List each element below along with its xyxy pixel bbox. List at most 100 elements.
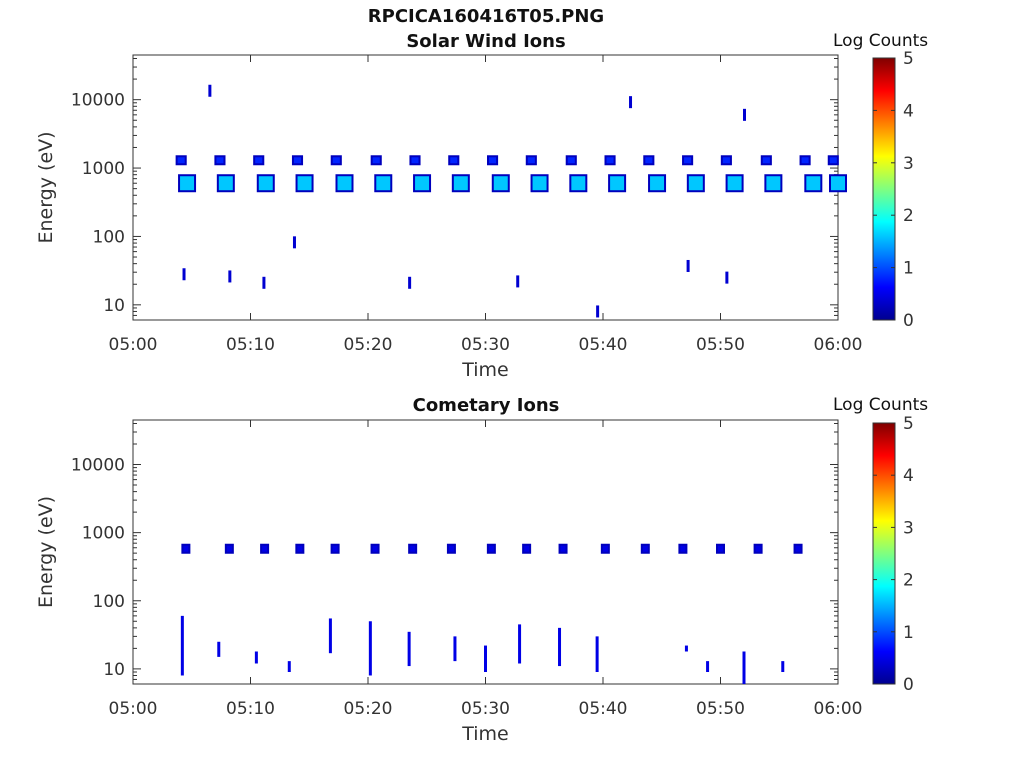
- data-cell: [650, 176, 665, 191]
- y-tick-label: 10: [103, 296, 125, 316]
- data-cell: [376, 176, 391, 191]
- data-cell: [332, 545, 338, 552]
- data-cell: [781, 661, 785, 673]
- data-cell: [684, 157, 692, 164]
- y-tick-label: 10000: [71, 91, 125, 111]
- panel-1-title: Solar Wind Ions: [406, 31, 566, 52]
- x-tick-label: 05:10: [226, 699, 275, 719]
- data-cell: [407, 631, 411, 667]
- x-axis-label: Time: [461, 723, 509, 745]
- data-cell: [684, 645, 688, 652]
- y-tick-label: 1000: [82, 159, 125, 179]
- data-cell: [567, 157, 575, 164]
- data-cell: [484, 645, 487, 673]
- colorbar-tick-label: 3: [903, 518, 914, 538]
- y-tick-label: 10: [103, 660, 125, 680]
- data-cell: [610, 176, 625, 191]
- data-cell: [180, 615, 184, 676]
- data-cell: [742, 651, 746, 684]
- data-cell: [516, 275, 520, 288]
- colorbar-tick-label: 5: [903, 49, 914, 69]
- x-axis-label: Time: [461, 359, 509, 381]
- data-cell: [287, 661, 291, 673]
- data-cell: [725, 271, 729, 284]
- data-cell: [558, 627, 562, 667]
- data-cell: [228, 270, 232, 283]
- data-cell: [831, 176, 845, 191]
- colorbar: [872, 422, 896, 685]
- data-cell: [208, 84, 212, 97]
- data-cell: [254, 651, 258, 664]
- data-cell: [410, 545, 416, 552]
- data-cell: [415, 176, 430, 191]
- figure-title: RPCICA160416T05.PNG: [367, 6, 605, 27]
- y-tick-label: 1000: [82, 524, 125, 544]
- data-cell: [829, 157, 837, 164]
- data-cell: [297, 176, 312, 191]
- y-tick-label: 10000: [71, 456, 125, 476]
- colorbar-tick-label: 1: [903, 623, 914, 643]
- data-cell: [518, 624, 522, 664]
- data-cell: [453, 176, 468, 191]
- x-tick-label: 05:40: [579, 699, 628, 719]
- colorbar-tick-label: 3: [903, 154, 914, 174]
- colorbar: [872, 57, 896, 321]
- x-tick-label: 05:50: [696, 335, 745, 355]
- x-tick-label: 05:20: [344, 335, 393, 355]
- data-cell: [258, 176, 273, 191]
- y-tick-label: 100: [93, 592, 125, 612]
- data-cell: [450, 157, 458, 164]
- data-cell: [629, 96, 633, 109]
- x-tick-label: 05:30: [461, 335, 510, 355]
- colorbar-tick-label: 4: [903, 466, 914, 486]
- colorbar-1-label: Log Counts: [833, 31, 929, 51]
- data-cell: [453, 636, 457, 662]
- data-cell: [718, 545, 723, 552]
- colorbar-tick-label: 5: [903, 414, 914, 434]
- plot-area: [132, 419, 839, 685]
- data-cell: [571, 176, 586, 191]
- y-axis-label: Energy (eV): [35, 496, 57, 608]
- y-tick-label: 100: [93, 227, 125, 247]
- data-cell: [806, 176, 821, 191]
- data-cell: [297, 545, 303, 552]
- data-cell: [488, 545, 494, 552]
- data-cell: [448, 545, 454, 552]
- data-cell: [372, 157, 380, 164]
- data-cell: [180, 176, 195, 191]
- data-cell: [292, 236, 296, 249]
- x-tick-label: 05:00: [109, 699, 158, 719]
- colorbar-tick-label: 2: [903, 571, 914, 591]
- x-tick-label: 06:00: [814, 335, 863, 355]
- data-cell: [595, 636, 599, 673]
- data-cell: [489, 157, 497, 164]
- data-cell: [368, 621, 372, 676]
- colorbar-tick-label: 4: [903, 101, 914, 121]
- data-cell: [337, 176, 352, 191]
- data-cell: [596, 305, 600, 318]
- data-cell: [493, 176, 508, 191]
- colorbar-tick-label: 2: [903, 206, 914, 226]
- data-cell: [218, 176, 233, 191]
- y-axis-label: Energy (eV): [35, 131, 57, 243]
- data-cell: [722, 157, 730, 164]
- data-cell: [524, 545, 530, 552]
- data-cell: [532, 176, 547, 191]
- data-cell: [217, 641, 221, 657]
- data-cell: [743, 108, 746, 121]
- x-tick-label: 06:00: [814, 699, 863, 719]
- data-cell: [262, 276, 266, 289]
- colorbar-tick-label: 1: [903, 259, 914, 279]
- data-cell: [706, 661, 710, 673]
- data-cell: [645, 157, 653, 164]
- x-tick-label: 05:00: [109, 335, 158, 355]
- colorbar-tick-label: 0: [903, 675, 914, 695]
- data-cell: [183, 545, 189, 552]
- data-cell: [602, 545, 608, 552]
- data-cell: [766, 176, 781, 191]
- x-tick-label: 05:30: [461, 699, 510, 719]
- data-cell: [801, 157, 809, 164]
